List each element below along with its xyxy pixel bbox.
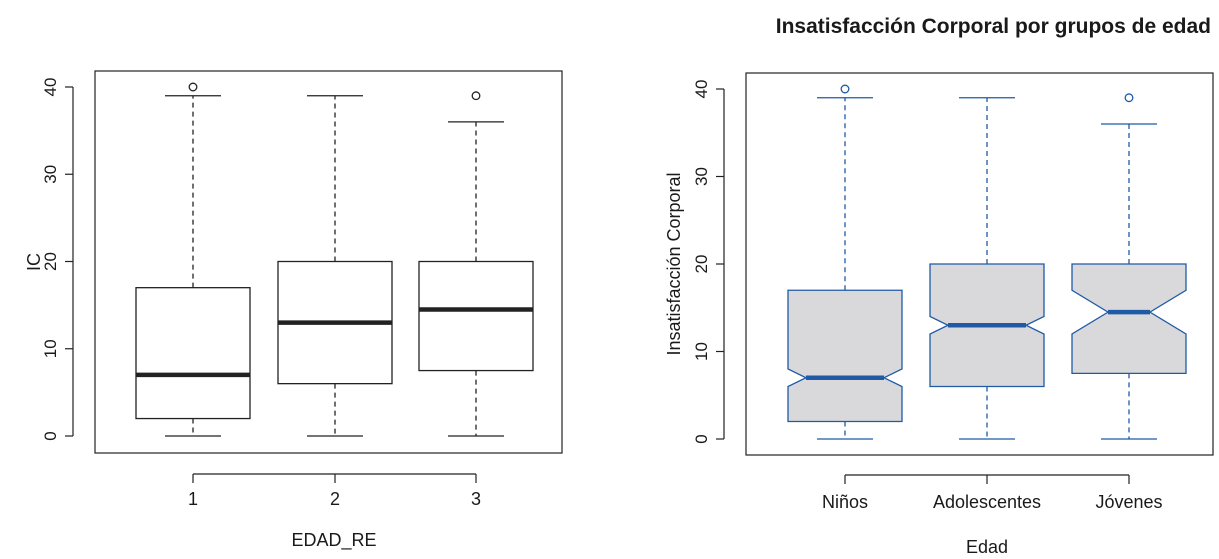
notched-box [1071,263,1187,375]
x-tick-label: 2 [330,489,340,509]
box-1 [787,84,903,440]
x-tick-label: 3 [471,489,481,509]
box-3 [1071,93,1187,440]
boxplot-panel-edad: Insatisfacción Corporal por grupos de ed… [664,15,1214,557]
y-tick-label: 0 [692,434,711,443]
box-1 [135,82,251,437]
y-tick-label: 40 [41,78,60,97]
chart-title: Insatisfacción Corporal por grupos de ed… [776,15,1211,38]
x-axis-label: Edad [966,537,1008,557]
box-rect [418,260,534,372]
box-2 [277,95,393,437]
y-tick-label: 30 [692,167,711,186]
y-tick-label: 20 [692,255,711,274]
y-tick-label: 0 [41,431,60,440]
plot-frame [745,72,1214,456]
y-tick-label: 20 [41,252,60,271]
notched-box [787,289,903,423]
x-axis: 1 2 3 [188,473,481,509]
boxes-group [787,84,1187,440]
x-axis: Niños Adolescentes Jóvenes [822,474,1163,512]
boxes-group [135,82,534,437]
boxplot-panel-edad-re: IC EDAD_RE 0 10 20 30 40 1 2 3 [24,70,563,551]
box-2 [929,97,1045,440]
x-axis-label: EDAD_RE [291,530,376,551]
y-tick-label: 10 [41,339,60,358]
y-axis-label: IC [24,253,44,271]
y-tick-label: 40 [692,80,711,99]
x-tick-label: 1 [188,489,198,509]
box-3 [418,91,534,437]
outlier-point [471,91,481,101]
y-axis-label: Insatisfacción Corporal [664,172,684,355]
plot-frame [94,70,563,454]
outlier-point [840,84,850,94]
x-tick-label: Niños [822,492,868,512]
box-rect [135,287,251,420]
y-axis: 0 10 20 30 40 [41,78,74,441]
outlier-point [1124,93,1134,103]
y-tick-label: 10 [692,342,711,361]
y-axis: 0 10 20 30 40 [692,80,725,444]
outlier-point [188,82,198,92]
x-tick-label: Jóvenes [1095,492,1162,512]
y-tick-label: 30 [41,165,60,184]
x-tick-label: Adolescentes [933,492,1041,512]
